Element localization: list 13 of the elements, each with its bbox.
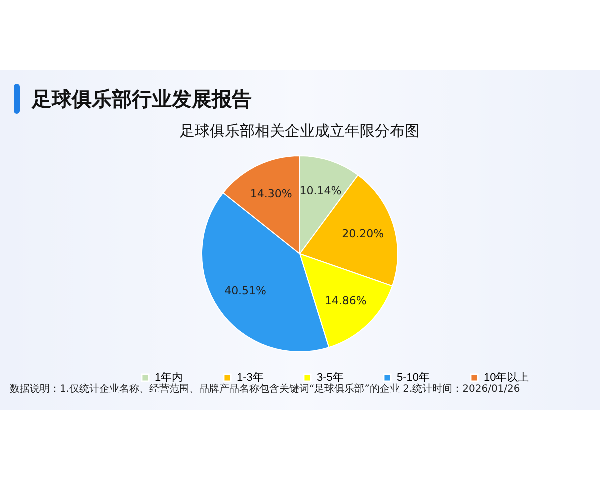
data-label: 40.51% (224, 284, 267, 298)
legend-label: 5-10年 (397, 372, 430, 384)
data-label: 14.30% (250, 188, 292, 201)
data-label: 14.86% (324, 294, 367, 308)
text: 数据说明：1.仅统计企业名称、经营范围、品牌产品名称包含关键词“足球俱乐部”的企业 2.统计时间：2026/01/26 (10, 382, 522, 396)
chart-subtitle: 足球俱乐部相关企业成立年限分布图 (179, 122, 421, 141)
data-label: 20.20% (342, 228, 384, 241)
legend-label: 1年内 (155, 370, 184, 384)
legend-label: 10年以上 (484, 370, 530, 384)
chart-title: 足球俱乐部行业发展报告 (32, 86, 252, 112)
legend-label: 3-5年 (317, 372, 344, 384)
legend-label: 1-3年 (237, 372, 264, 384)
data-label: 10.14% (300, 184, 342, 198)
